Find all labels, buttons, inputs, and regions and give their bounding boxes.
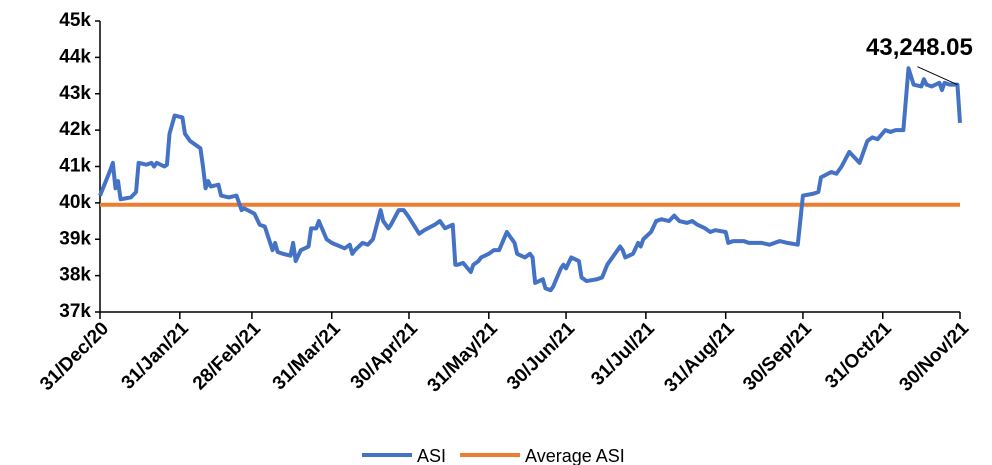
x-tick-label: 31/Aug/21 (660, 318, 739, 397)
y-tick-label: 42k (59, 119, 91, 140)
x-tick-label: 31/Dec/20 (36, 318, 113, 395)
y-tick-label: 38k (59, 265, 91, 286)
legend-label: Average ASI (525, 446, 625, 465)
x-tick-label: 28/Feb/21 (189, 318, 265, 394)
x-tick-label: 30/Sep/21 (739, 318, 816, 395)
y-tick-label: 37k (59, 301, 91, 322)
x-tick-label: 31/Jul/21 (587, 318, 659, 390)
y-tick-label: 43k (59, 83, 91, 104)
x-tick-label: 31/Oct/21 (821, 318, 896, 393)
x-tick-label: 30/Nov/21 (895, 318, 973, 396)
y-tick-label: 39k (59, 228, 91, 249)
x-tick-label: 31/Jan/21 (118, 318, 194, 394)
x-tick-label: 30/Jun/21 (503, 318, 579, 394)
x-tick-label: 31/May/21 (424, 318, 503, 397)
y-tick-label: 40k (59, 192, 91, 213)
x-tick-label: 31/Mar/21 (269, 318, 345, 394)
series-line (98, 66, 962, 293)
y-tick-label: 45k (59, 10, 91, 31)
annotation-leader (917, 66, 958, 86)
x-tick-label: 30/Apr/21 (347, 318, 423, 394)
annotation-label: 43,248.05 (866, 34, 973, 61)
y-tick-label: 44k (59, 46, 91, 67)
y-tick-label: 41k (59, 156, 91, 177)
legend-label: ASI (417, 446, 446, 465)
